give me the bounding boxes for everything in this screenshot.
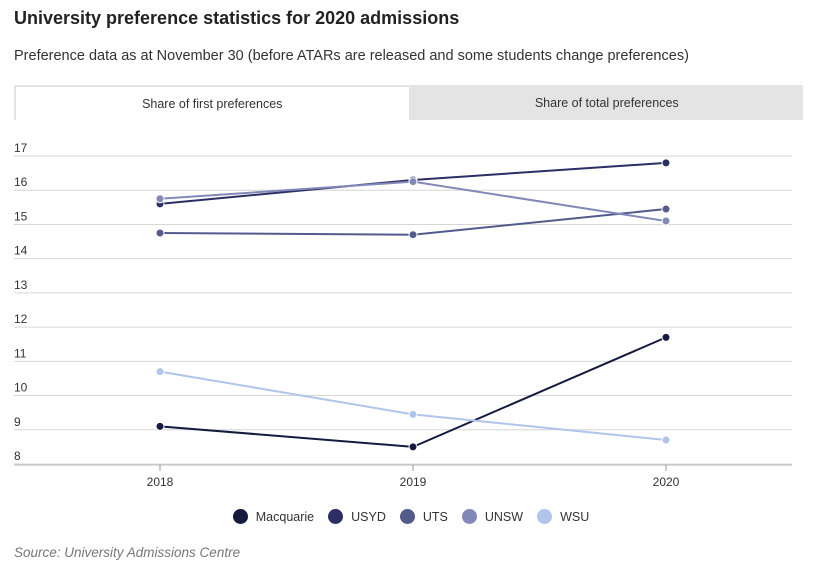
tab-bar: Share of first preferences Share of tota… <box>14 85 803 120</box>
legend-label: UNSW <box>484 509 524 524</box>
tab-first-preferences[interactable]: Share of first preferences <box>14 85 411 120</box>
data-point-macquarie <box>155 421 165 431</box>
y-tick-label: 16 <box>14 175 28 189</box>
data-point-unsw <box>661 216 671 226</box>
y-tick-label: 12 <box>14 312 28 326</box>
legend-swatch <box>461 509 477 524</box>
series-line-macquarie <box>159 336 667 448</box>
y-tick-label: 14 <box>14 244 28 258</box>
data-point-wsu <box>408 409 418 419</box>
x-tick-label: 2019 <box>400 475 427 489</box>
data-point-usyd <box>661 158 671 168</box>
legend-item-wsu[interactable]: WSU <box>537 509 589 524</box>
legend-item-usyd[interactable]: USYD <box>328 509 386 524</box>
legend-item-unsw[interactable]: UNSW <box>461 509 524 524</box>
chart-subtitle: Preference data as at November 30 (befor… <box>14 48 689 64</box>
chart-legend: Macquarie USYD UTS UNSW WSU <box>0 509 822 524</box>
y-tick-label: 15 <box>14 209 28 223</box>
y-tick-label: 10 <box>14 381 28 395</box>
x-tick-label: 2018 <box>147 475 174 489</box>
line-chart: 17 16 15 14 13 12 11 10 9 8 2018 2019 2020 <box>14 141 792 489</box>
legend-label: Macquarie <box>255 509 315 524</box>
data-point-uts <box>408 230 418 240</box>
y-tick-label: 13 <box>14 278 28 292</box>
legend-label: WSU <box>560 509 590 524</box>
legend-swatch <box>232 509 248 524</box>
data-point-unsw <box>408 177 418 187</box>
legend-swatch <box>328 509 344 524</box>
data-point-uts <box>661 204 671 214</box>
y-tick-label: 8 <box>14 449 21 463</box>
data-point-macquarie <box>408 442 418 452</box>
legend-label: UTS <box>422 509 448 524</box>
series-line-unsw <box>159 180 667 223</box>
data-point-wsu <box>155 367 165 377</box>
tab-total-preferences[interactable]: Share of total preferences <box>534 95 679 110</box>
y-tick-label: 17 <box>14 141 28 155</box>
legend-label: USYD <box>351 509 386 524</box>
source-note: Source: University Admissions Centre <box>14 545 241 560</box>
chart-title: University preference statistics for 202… <box>14 8 460 28</box>
y-tick-label: 9 <box>14 415 21 429</box>
y-tick-label: 11 <box>14 346 27 360</box>
x-tick-label: 2020 <box>653 475 680 489</box>
data-point-uts <box>155 228 165 238</box>
legend-item-macquarie[interactable]: Macquarie <box>232 509 315 524</box>
data-point-wsu <box>661 435 671 445</box>
data-point-macquarie <box>661 332 671 342</box>
legend-swatch <box>399 509 415 524</box>
data-point-unsw <box>155 194 165 204</box>
legend-swatch <box>537 509 553 524</box>
legend-item-uts[interactable]: UTS <box>399 509 448 524</box>
